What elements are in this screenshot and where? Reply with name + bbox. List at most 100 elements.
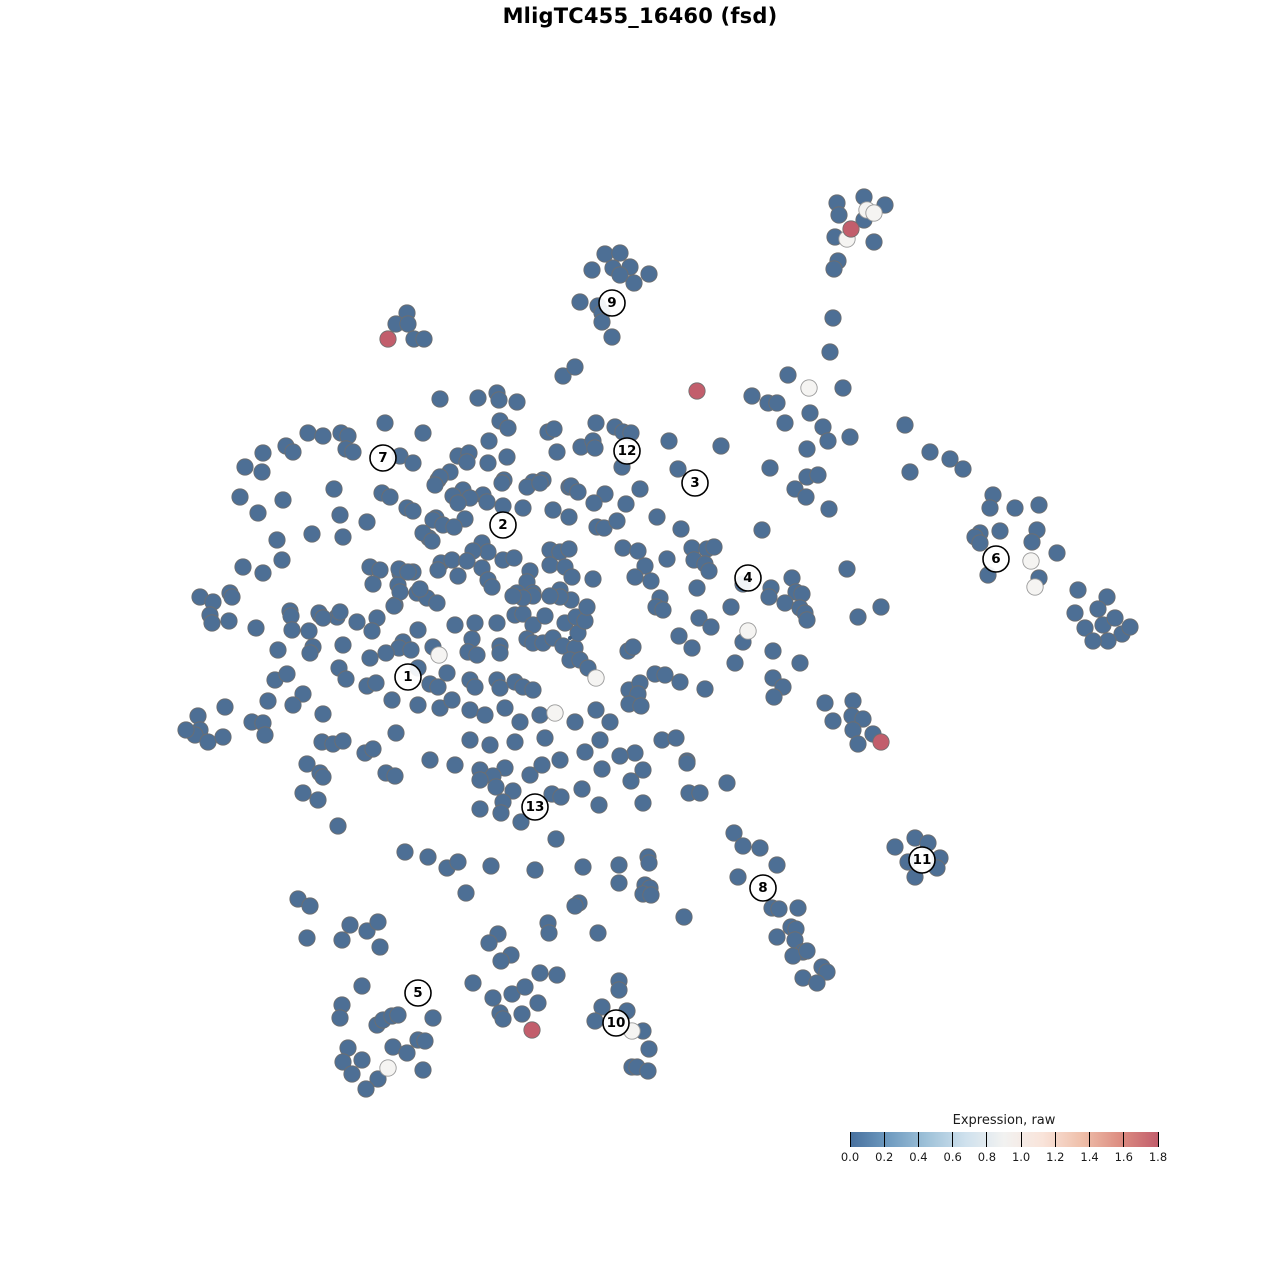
cell-point-blue (669, 460, 687, 478)
cell-point-blue (691, 784, 709, 802)
cell-point-blue (284, 696, 302, 714)
cell-point-blue (971, 534, 989, 552)
cell-point-blue (779, 366, 797, 384)
cell-point-blue (611, 244, 629, 262)
cell-point-blue (443, 691, 461, 709)
cluster-label-10: 10 (602, 1009, 630, 1037)
cell-point-blue (496, 699, 514, 717)
cell-point-blue (1006, 499, 1024, 517)
cell-point-blue (531, 706, 549, 724)
cell-point-blue (702, 618, 720, 636)
cell-point-blue (700, 562, 718, 580)
colorbar-tick (1020, 1132, 1022, 1147)
cell-point-blue (563, 568, 581, 586)
cell-point-blue (429, 561, 447, 579)
cluster-label-text: 11 (913, 852, 932, 868)
cell-point-blue (468, 646, 486, 664)
cell-point-blue (536, 729, 554, 747)
cell-point-blue (298, 929, 316, 947)
cell-point-blue (386, 767, 404, 785)
cell-point-blue (626, 744, 644, 762)
cell-point-blue (768, 856, 786, 874)
colorbar-tick (1089, 1132, 1091, 1147)
cell-point-blue (798, 611, 816, 629)
cell-point-blue (274, 491, 292, 509)
cluster-label-12: 12 (613, 437, 641, 465)
cell-point-blue (203, 614, 221, 632)
cell-point-blue (670, 627, 688, 645)
cell-point-blue (991, 522, 1009, 540)
cell-point-blue (357, 1080, 375, 1098)
cluster-label-text: 1 (403, 669, 412, 685)
cluster-label-circle (598, 289, 626, 317)
cell-point-blue (776, 414, 794, 432)
cell-point-white (739, 622, 757, 640)
cell-point-red (379, 330, 397, 348)
cell-point-blue (294, 685, 312, 703)
cell-point-blue (610, 981, 628, 999)
cell-point-blue (761, 459, 779, 477)
cell-point-blue (672, 520, 690, 538)
cell-point-blue (593, 313, 611, 331)
cluster-label-text: 5 (413, 985, 422, 1001)
cell-point-blue (494, 1010, 512, 1028)
cell-point-red (842, 220, 860, 238)
cell-point-blue (548, 966, 566, 984)
cell-point-blue (231, 488, 249, 506)
cell-point-blue (610, 874, 628, 892)
cluster-label-9: 9 (598, 289, 626, 317)
cell-point-blue (640, 854, 658, 872)
cell-point-blue (529, 994, 547, 1012)
cell-point-blue (820, 500, 838, 518)
colorbar-tick-label: 1.2 (1046, 1150, 1065, 1164)
cluster-label-4: 4 (734, 564, 762, 592)
cell-point-blue (841, 428, 859, 446)
cell-point-blue (872, 598, 890, 616)
cell-point-blue (419, 848, 437, 866)
cell-point-blue (642, 572, 660, 590)
cell-point-blue (636, 557, 654, 575)
cell-point-blue (498, 448, 516, 466)
cluster-label-text: 13 (526, 799, 545, 815)
cell-point-blue (409, 621, 427, 639)
cell-point-blue (629, 542, 647, 560)
cell-point-blue (816, 694, 834, 712)
cell-point-blue (675, 908, 693, 926)
cell-point-blue (554, 367, 572, 385)
colorbar-tick-label: 0.8 (977, 1150, 997, 1164)
cell-point-blue (399, 315, 417, 333)
cell-point-blue (587, 414, 605, 432)
cell-point-blue (481, 736, 499, 754)
cell-point-blue (369, 913, 387, 931)
cluster-label-text: 12 (618, 443, 637, 459)
cell-point-blue (642, 886, 660, 904)
cell-point-blue (341, 916, 359, 934)
cell-point-blue (634, 761, 652, 779)
cell-point-blue (751, 839, 769, 857)
colorbar-tick (883, 1132, 885, 1147)
cell-point-blue (414, 424, 432, 442)
cell-point-blue (361, 649, 379, 667)
cluster-label-circle (982, 545, 1010, 573)
cell-point-blue (364, 740, 382, 758)
cell-point-blue (696, 680, 714, 698)
cell-point-blue (791, 654, 809, 672)
cell-point-blue (801, 404, 819, 422)
cell-point-blue (364, 575, 382, 593)
colorbar-tick-label: 0.6 (943, 1150, 962, 1164)
cell-point-blue (479, 543, 497, 561)
colorbar-tick (1054, 1132, 1056, 1147)
colorbar-tick (986, 1132, 988, 1147)
cell-point-blue (496, 759, 514, 777)
cluster-label-2: 2 (489, 511, 517, 539)
cell-point-blue (768, 394, 786, 412)
cell-point-white (1026, 578, 1044, 596)
cell-point-blue (479, 454, 497, 472)
cell-point-blue (671, 673, 689, 691)
cell-point-blue (480, 432, 498, 450)
cell-point-blue (476, 706, 494, 724)
colorbar-tick (1157, 1132, 1159, 1147)
cluster-label-text: 7 (378, 450, 387, 466)
cell-point-blue (512, 813, 530, 831)
colorbar-tick (1123, 1132, 1125, 1147)
